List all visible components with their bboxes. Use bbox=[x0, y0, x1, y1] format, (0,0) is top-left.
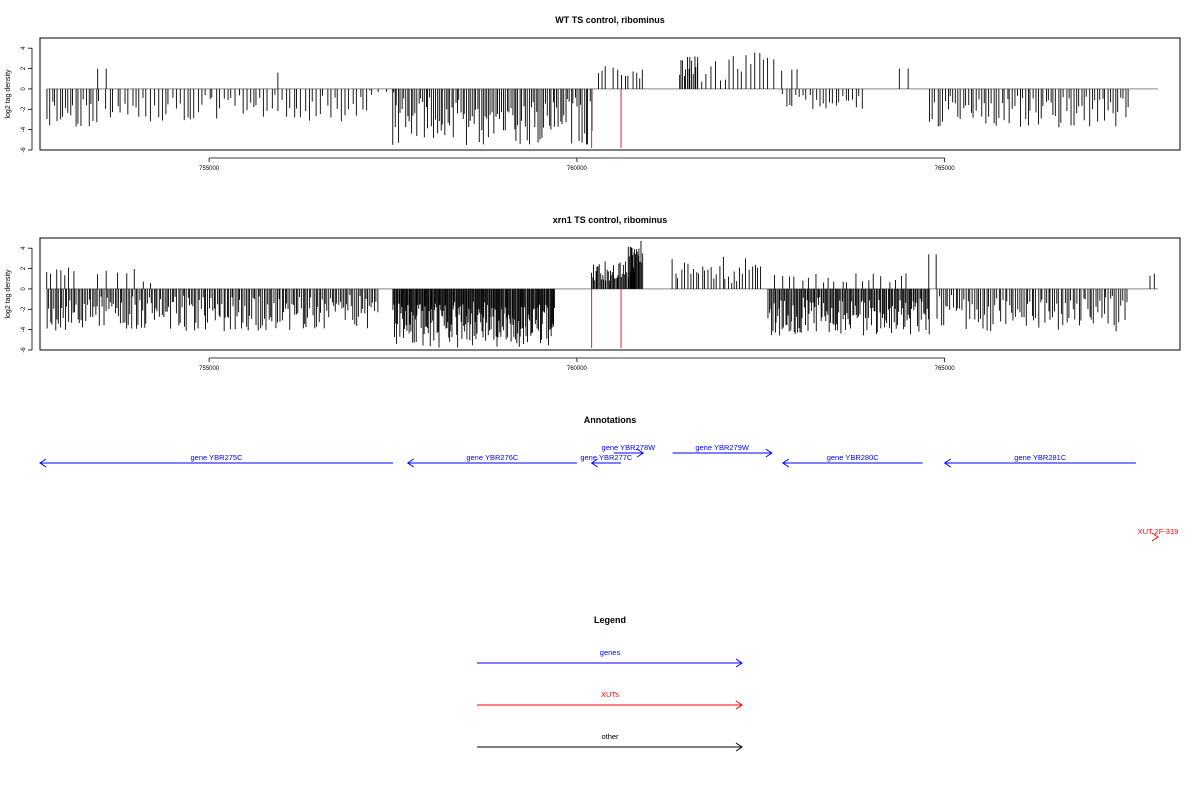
legend: Legend genes XUTs other bbox=[477, 615, 743, 752]
legend-label: XUTs bbox=[601, 690, 619, 699]
legend-title: Legend bbox=[594, 615, 626, 625]
legend-label: other bbox=[601, 732, 619, 741]
feature-gene-ybr278w: gene YBR278W bbox=[602, 443, 657, 458]
feature-arrowhead bbox=[590, 458, 598, 468]
feature-gene-ybr280c: gene YBR280C bbox=[781, 453, 923, 468]
feature-arrowhead bbox=[1151, 532, 1159, 542]
y-tick-label: 2 bbox=[21, 266, 27, 270]
feature-gene-ybr281c: gene YBR281C bbox=[943, 453, 1136, 468]
annotations-title: Annotations bbox=[584, 415, 637, 425]
chart-panel-2: xrn1 TS control, ribominus -6 -4 -2 0 2 4 log2 … bbox=[5, 215, 1181, 372]
chart-title: WT TS control, ribominus bbox=[555, 15, 665, 25]
feature-arrowhead bbox=[765, 448, 773, 458]
feature-label: gene YBR279W bbox=[695, 443, 750, 452]
feature-label: gene YBR277C bbox=[580, 453, 633, 462]
x-tick-label: 765000 bbox=[935, 366, 956, 372]
x-tick-label: 765000 bbox=[935, 166, 956, 172]
y-tick-label: 0 bbox=[21, 287, 27, 291]
y-tick-label: 4 bbox=[21, 46, 27, 50]
y-tick-label: 4 bbox=[21, 246, 27, 250]
y-tick-label: 0 bbox=[21, 87, 27, 91]
plot-frame bbox=[39, 37, 1181, 151]
feature-gene-ybr275c: gene YBR275C bbox=[39, 453, 394, 468]
x-tick-label: 755000 bbox=[199, 166, 220, 172]
feature-label: gene YBR280C bbox=[827, 453, 880, 462]
x-tick-label: 760000 bbox=[567, 366, 588, 372]
annotations-track: Annotations gene YBR275C gene YBR276C gene … bbox=[39, 415, 1179, 542]
feature-gene-ybr276c: gene YBR276C bbox=[406, 453, 577, 468]
y-axis-label: log2 tag density bbox=[5, 69, 12, 119]
feature-label: XUT 2F-319 bbox=[1138, 527, 1179, 536]
x-tick-label: 755000 bbox=[199, 366, 220, 372]
y-axis-label: log2 tag density bbox=[5, 269, 12, 319]
legend-arrowhead bbox=[735, 742, 743, 752]
legend-arrowhead bbox=[735, 658, 743, 668]
y-tick-label: 2 bbox=[21, 66, 27, 70]
legend-item-genes: genes bbox=[477, 648, 743, 668]
feature-label: gene YBR275C bbox=[191, 453, 244, 462]
y-tick-label: -2 bbox=[21, 106, 27, 112]
feature-arrowhead bbox=[39, 458, 47, 468]
legend-item-other: other bbox=[477, 732, 743, 752]
feature-label: gene YBR281C bbox=[1014, 453, 1067, 462]
plot-frame bbox=[39, 237, 1181, 351]
y-tick-label: -4 bbox=[21, 126, 27, 132]
feature-gene-ybr279w: gene YBR279W bbox=[672, 443, 773, 458]
legend-label: genes bbox=[600, 648, 621, 657]
y-tick-label: -4 bbox=[21, 326, 27, 332]
y-tick-label: -6 bbox=[21, 147, 27, 153]
chart-panel-1: WT TS control, ribominus -6 -4 -2 0 2 4 log2 ta… bbox=[5, 15, 1181, 172]
feature-arrowhead bbox=[406, 458, 415, 468]
feature-arrowhead bbox=[636, 448, 644, 458]
feature-label: gene YBR276C bbox=[466, 453, 519, 462]
feature-gene-ybr277c: gene YBR277C bbox=[580, 453, 633, 468]
legend-item-xuts: XUTs bbox=[477, 690, 743, 710]
y-tick-label: -6 bbox=[21, 347, 27, 353]
feature-xut-2f-319: XUT 2F-319 bbox=[1138, 527, 1179, 542]
feature-arrowhead bbox=[781, 458, 790, 468]
x-tick-label: 760000 bbox=[567, 166, 588, 172]
feature-arrowhead bbox=[943, 458, 951, 468]
y-tick-label: -2 bbox=[21, 306, 27, 312]
chart-title: xrn1 TS control, ribominus bbox=[553, 215, 668, 225]
feature-label: gene YBR278W bbox=[602, 443, 657, 452]
legend-arrowhead bbox=[735, 700, 743, 710]
